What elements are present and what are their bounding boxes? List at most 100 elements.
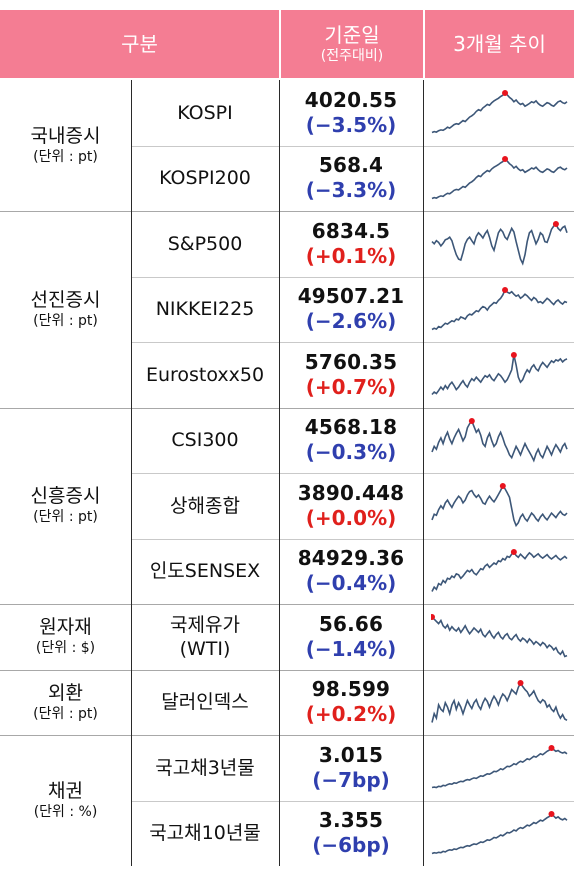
index-name: CSI300 — [171, 429, 239, 452]
trend-line — [431, 157, 568, 199]
trend-line — [431, 616, 568, 658]
trend-line — [431, 484, 568, 528]
index-value: 3.355 — [318, 808, 384, 833]
trend-peak-marker — [468, 417, 475, 424]
index-value: 98.599 — [311, 677, 391, 702]
trend-peak-marker — [517, 679, 524, 686]
header-category-label: 구분 — [121, 32, 158, 56]
trend-peak-marker — [548, 810, 555, 817]
category-cell: 선진증시 (단위 : pt) — [0, 211, 131, 408]
category-name: 원자재 — [39, 616, 92, 639]
trend-sparkline — [431, 155, 568, 199]
category-unit: (단위 : pt) — [33, 312, 98, 329]
grid-line — [0, 669, 574, 671]
index-name-cell: NIKKEI225 — [131, 277, 279, 343]
trend-line — [431, 680, 568, 723]
trend-peak-marker — [499, 483, 506, 489]
index-value: 4020.55 — [304, 87, 398, 112]
value-cell: 49507.21 (−2.6%) — [279, 277, 423, 343]
index-name-cell: 상해종합 — [131, 473, 279, 539]
weekly-change: (+0.7%) — [305, 374, 397, 399]
grid-line — [0, 604, 574, 605]
category-unit: (단위 : %) — [33, 804, 98, 820]
category-unit: (단위 : $) — [35, 640, 96, 657]
index-value: 56.66 — [318, 611, 384, 636]
trend-line — [431, 288, 568, 330]
value-cell: 98.599 (+0.2%) — [279, 670, 423, 736]
trend-line — [431, 812, 568, 854]
category-name: 선진증시 — [30, 288, 101, 311]
index-name: 인도SENSEX — [149, 560, 261, 583]
trend-peak-marker — [548, 745, 555, 751]
trend-line — [431, 354, 568, 396]
index-value: 3890.448 — [297, 480, 405, 505]
weekly-change: (−0.4%) — [305, 571, 397, 596]
header-trend-label: 3개월 추이 — [453, 32, 546, 56]
trend-sparkline — [431, 745, 568, 789]
value-cell: 3890.448 (+0.0%) — [279, 473, 423, 539]
trend-peak-marker — [510, 548, 517, 555]
grid-line — [131, 473, 574, 474]
index-name-cell: Eurostoxx50 — [131, 342, 279, 408]
index-value: 4568.18 — [304, 415, 398, 440]
trend-line — [431, 746, 568, 789]
value-cell: 3.015 (−7bp) — [279, 735, 423, 801]
value-cell: 568.4 (−3.3%) — [279, 146, 423, 212]
weekly-change: (−1.4%) — [305, 636, 397, 661]
index-name-cell: KOSPI — [131, 80, 279, 146]
trend-sparkline — [431, 614, 568, 658]
category-cell: 채권 (단위 : %) — [0, 735, 131, 866]
category-unit: (단위 : pt) — [33, 149, 98, 165]
index-name-cell: 인도SENSEX — [131, 539, 279, 605]
trend-line — [431, 418, 568, 463]
grid-line — [131, 800, 574, 802]
index-name-cell: KOSPI200 — [131, 146, 279, 212]
category-cell: 원자재 (단위 : $) — [0, 604, 131, 670]
index-name-sub: (WTI) — [179, 637, 231, 660]
trend-sparkline — [431, 286, 568, 330]
index-value: 568.4 — [318, 153, 384, 178]
trend-sparkline — [431, 679, 568, 723]
trend-peak-marker — [502, 286, 509, 293]
trend-line — [431, 550, 568, 592]
category-name: 외환 — [48, 681, 83, 704]
trend-line — [431, 91, 568, 134]
trend-sparkline — [431, 417, 568, 463]
trend-sparkline — [431, 221, 568, 266]
grid-line — [131, 538, 574, 540]
index-name: 상해종합 — [170, 494, 240, 517]
value-cell: 56.66 (−1.4%) — [279, 604, 423, 670]
index-name-cell: 국고채10년물 — [131, 801, 279, 867]
trend-sparkline — [431, 483, 568, 528]
category-cell: 외환 (단위 : pt) — [0, 670, 131, 736]
index-name: 국제유가 — [170, 613, 240, 636]
grid-line — [0, 407, 574, 409]
value-cell: 4020.55 (−3.5%) — [279, 80, 423, 146]
category-unit: (단위 : pt) — [33, 509, 98, 526]
header-base-date-sub: (전주대비) — [320, 48, 384, 64]
grid-line — [131, 145, 574, 147]
grid-line — [0, 735, 574, 736]
category-unit: (단위 : pt) — [33, 705, 98, 722]
grid-line — [131, 276, 574, 278]
index-name-cell: CSI300 — [131, 408, 279, 474]
header-base-date-label: 기준일 — [324, 23, 380, 47]
trend-peak-marker — [510, 352, 517, 358]
index-name: KOSPI200 — [159, 167, 251, 190]
index-name: NIKKEI225 — [155, 298, 255, 321]
value-cell: 6834.5 (+0.1%) — [279, 211, 423, 277]
index-name-cell: 국제유가 (WTI) — [131, 604, 279, 670]
index-name-cell: S&P500 — [131, 211, 279, 277]
weekly-change: (+0.2%) — [305, 702, 397, 727]
trend-line — [431, 222, 568, 266]
category-name: 채권 — [48, 780, 83, 802]
weekly-change: (−2.6%) — [305, 309, 397, 334]
index-name-cell: 달러인덱스 — [131, 670, 279, 736]
category-name: 신흥증시 — [30, 485, 101, 508]
index-name: 달러인덱스 — [161, 691, 249, 714]
category-cell: 신흥증시 (단위 : pt) — [0, 408, 131, 605]
weekly-change: (−3.3%) — [305, 178, 397, 203]
header-base-date: 기준일 (전주대비) — [281, 10, 423, 78]
index-name: 국고채10년물 — [149, 822, 261, 845]
